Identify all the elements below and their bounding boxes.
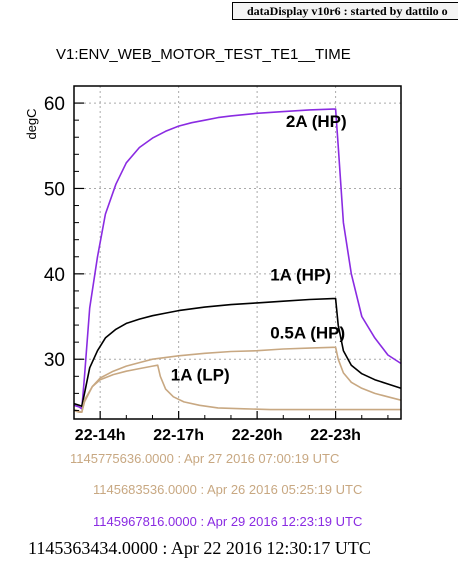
series-line-1 [73,297,402,408]
series-annotation-0: 2A (HP) [286,112,347,131]
series-annotation-1: 1A (HP) [270,266,331,285]
y-tick-label-0: 30 [44,350,65,371]
axis-ticks [73,85,389,419]
series-line-3 [73,364,401,414]
timestamp-1: 1145775636.0000 : Apr 27 2016 07:00:19 U… [70,451,340,466]
timestamp-2: 1145683536.0000 : Apr 26 2016 05:25:19 U… [93,482,363,497]
series-annotations: 2A (HP) 1A (HP) 0.5A (HP) 1A (LP) [171,112,347,385]
series-line-0 [73,108,402,410]
series-annotation-2: 0.5A (HP) [270,324,345,343]
axis-labels: 22-14h 22-17h 22-20h 22-23h 30 40 50 60 degC [24,94,361,444]
series-layer [73,108,402,414]
x-tick-label-3: 22-23h [310,427,361,444]
main-timestamp: 1145363434.0000 : Apr 22 2016 12:30:17 U… [28,538,371,558]
timestamp-3: 1145967816.0000 : Apr 29 2016 12:23:19 U… [93,514,363,529]
y-axis-label: degC [24,108,39,139]
series-line-2 [73,346,402,414]
y-tick-label-3: 60 [44,94,65,115]
chart-grid [74,86,401,419]
x-tick-label-0: 22-14h [75,427,126,444]
x-tick-label-2: 22-20h [232,427,283,444]
series-annotation-3: 1A (LP) [171,366,230,385]
y-tick-label-2: 50 [44,179,65,200]
chart-title: V1:ENV_WEB_MOTOR_TEST_TE1__TIME [56,46,351,63]
window-header: dataDisplay v10r6 : started by dattilo o [232,2,458,20]
x-tick-label-1: 22-17h [153,427,204,444]
y-tick-label-1: 40 [44,265,65,286]
plot-frame [73,85,402,420]
